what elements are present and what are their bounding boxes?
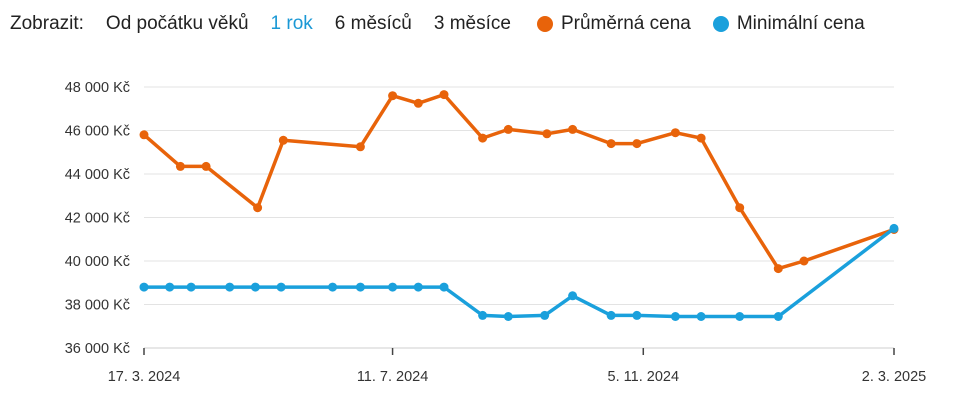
series-point-0 <box>503 124 513 134</box>
series-point-1 <box>388 282 398 292</box>
series-point-0 <box>175 161 185 171</box>
series-line-1 <box>142 226 896 319</box>
series-point-1 <box>478 310 488 320</box>
series-point-1 <box>250 282 260 292</box>
series-point-1 <box>139 282 149 292</box>
series-point-1 <box>413 282 423 292</box>
series-point-0 <box>439 90 449 100</box>
y-tick-label: 40 000 Kč <box>65 254 130 270</box>
series-point-0 <box>773 264 783 274</box>
series-point-1 <box>773 312 783 321</box>
x-tick-label: 2. 3. 2025 <box>862 369 927 385</box>
y-tick-label: 48 000 Kč <box>65 80 130 96</box>
display-label: Zobrazit: <box>10 13 84 34</box>
series-point-0 <box>478 133 488 143</box>
series-point-1 <box>568 291 578 301</box>
range-1-year[interactable]: 1 rok <box>270 13 313 34</box>
series-point-1 <box>439 282 449 292</box>
series-point-0 <box>568 124 578 134</box>
series-point-0 <box>413 98 423 108</box>
series-line-0 <box>142 92 896 271</box>
series-point-0 <box>606 139 616 149</box>
range-6-months[interactable]: 6 měsíců <box>334 13 412 34</box>
series-point-1 <box>540 310 550 320</box>
series-point-1 <box>889 223 899 233</box>
series-point-0 <box>253 203 263 213</box>
legend-dot-average-icon <box>536 16 553 32</box>
series-point-0 <box>388 91 398 101</box>
legend-minimum-price[interactable]: Minimální cena <box>712 13 865 35</box>
series-point-0 <box>355 142 365 152</box>
legend-label-average: Průměrná cena <box>560 13 691 34</box>
y-tick-label: 46 000 Kč <box>65 124 130 140</box>
series-point-1 <box>632 310 642 320</box>
legend-label-minimum: Minimální cena <box>736 13 865 34</box>
x-tick-label: 5. 11. 2024 <box>608 369 680 385</box>
series-point-1 <box>165 282 175 292</box>
series-point-0 <box>632 139 642 149</box>
x-tick-label: 11. 7. 2024 <box>357 369 429 385</box>
series-point-1 <box>186 282 196 292</box>
series-point-1 <box>606 310 616 320</box>
legend-dot-minimum-icon <box>712 16 729 32</box>
range-3-months[interactable]: 3 měsíce <box>433 13 511 34</box>
y-tick-label: 38 000 Kč <box>65 298 130 314</box>
series-point-1 <box>670 312 680 321</box>
series-point-0 <box>201 161 211 171</box>
series-point-1 <box>225 282 235 292</box>
series-point-0 <box>799 256 809 266</box>
x-tick-label: 17. 3. 2024 <box>108 369 181 385</box>
series-point-1 <box>735 312 745 321</box>
series-point-0 <box>696 133 706 143</box>
series-point-1 <box>328 282 338 292</box>
series-point-0 <box>278 135 288 145</box>
series-point-1 <box>276 282 286 292</box>
range-all-time[interactable]: Od počátku věků <box>105 13 249 34</box>
y-tick-label: 36 000 Kč <box>65 341 130 357</box>
chart-toolbar: Zobrazit: Od počátku věků 1 rok 6 měsíců… <box>10 10 883 38</box>
series-point-1 <box>696 312 706 321</box>
series-point-1 <box>503 312 513 321</box>
legend-average-price[interactable]: Průměrná cena <box>536 13 691 35</box>
series-point-0 <box>670 128 680 138</box>
y-tick-label: 44 000 Kč <box>65 167 130 183</box>
series-point-1 <box>355 282 365 292</box>
series-point-0 <box>542 129 552 139</box>
series-point-0 <box>735 203 745 213</box>
y-tick-label: 42 000 Kč <box>65 211 130 227</box>
series-point-0 <box>139 130 149 140</box>
